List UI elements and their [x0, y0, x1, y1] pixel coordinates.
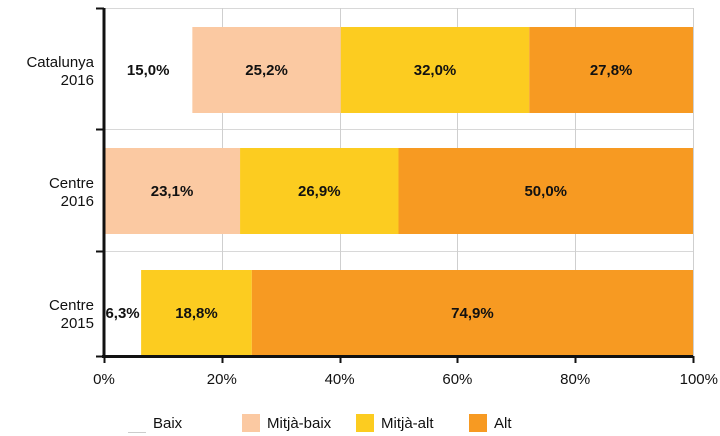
- bar-3-baix: [104, 270, 142, 356]
- x-tick-label-2: 40%: [325, 371, 355, 388]
- category-label-1-line-1: Catalunya: [26, 54, 94, 71]
- category-label-2-line-2: 2016: [61, 193, 94, 210]
- x-tick-label-4: 80%: [560, 371, 590, 388]
- bar-1-mitj-baix: [192, 27, 341, 113]
- x-tick-label-3: 60%: [442, 371, 472, 388]
- legend: Baix Mitjà-baix Mitjà-alt Alt: [128, 414, 512, 433]
- legend-swatch-1: [128, 414, 146, 432]
- axes: [96, 7, 695, 363]
- x-tick-labels: 0% 20% 40% 60% 80% 100%: [93, 371, 718, 388]
- data-label-1-2: 25,2%: [245, 62, 288, 79]
- data-label-3-4: 74,9%: [451, 305, 494, 322]
- bars: [104, 27, 694, 356]
- bar-2-mitj-baix: [104, 148, 241, 234]
- data-label-2-4: 50,0%: [524, 183, 567, 200]
- data-labels: 15,0% 25,2% 32,0% 27,8% 23,1% 26,9% 50,0% 6,3% 1…: [105, 62, 632, 322]
- legend-swatch-2: [242, 414, 260, 432]
- category-label-3-line-1: Centre: [49, 297, 94, 314]
- legend-label-3: Mitjà-alt: [381, 415, 434, 432]
- data-label-3-1: 6,3%: [105, 305, 139, 322]
- legend-swatch-4: [469, 414, 487, 432]
- data-label-3-3: 18,8%: [175, 305, 218, 322]
- data-label-2-2: 23,1%: [151, 183, 194, 200]
- bar-1-mitj-alt: [340, 27, 530, 113]
- category-label-3-line-2: 2015: [61, 315, 94, 332]
- x-tick-label-0: 0%: [93, 371, 115, 388]
- x-tick-label-5: 100%: [680, 371, 718, 388]
- bar-2-alt: [398, 148, 693, 234]
- data-label-1-3: 32,0%: [414, 62, 457, 79]
- category-label-1-line-2: 2016: [61, 72, 94, 89]
- bar-3-mitj-alt: [141, 270, 252, 356]
- legend-swatch-3: [356, 414, 374, 432]
- bar-2-mitj-alt: [240, 148, 399, 234]
- data-label-2-3: 26,9%: [298, 183, 341, 200]
- legend-label-1: Baix: [153, 415, 183, 432]
- bar-3-alt: [251, 270, 694, 356]
- legend-label-2: Mitjà-baix: [267, 415, 332, 432]
- legend-label-4: Alt: [494, 415, 512, 432]
- data-label-1-1: 15,0%: [127, 62, 170, 79]
- data-label-1-4: 27,8%: [590, 62, 633, 79]
- category-label-2-line-1: Centre: [49, 175, 94, 192]
- x-tick-label-1: 20%: [207, 371, 237, 388]
- bar-1-alt: [529, 27, 693, 113]
- bar-1-baix: [104, 27, 193, 113]
